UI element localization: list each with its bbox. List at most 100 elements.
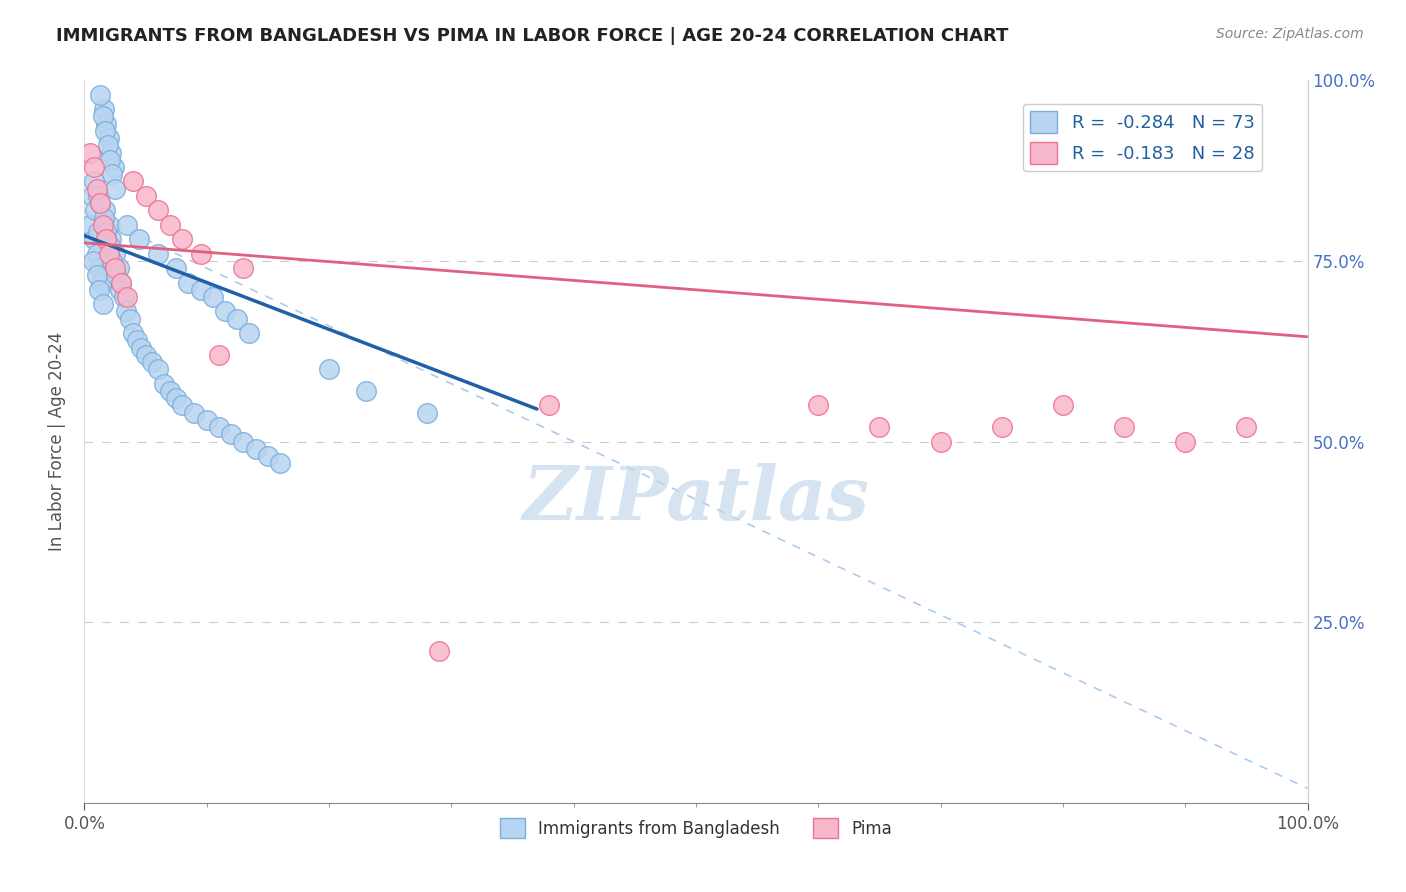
Point	[125, 334, 148, 348]
Point	[165, 391, 187, 405]
Point	[103, 160, 125, 174]
Point	[98, 153, 121, 167]
Point	[100, 145, 122, 160]
Point	[232, 261, 254, 276]
Point	[79, 218, 101, 232]
Point	[201, 290, 224, 304]
Point	[93, 211, 115, 225]
Point	[97, 218, 120, 232]
Point	[159, 384, 181, 398]
Point	[115, 304, 138, 318]
Point	[87, 225, 110, 239]
Point	[135, 348, 157, 362]
Point	[83, 174, 105, 188]
Point	[112, 290, 135, 304]
Point	[96, 117, 118, 131]
Point	[146, 203, 169, 218]
Point	[318, 362, 340, 376]
Point	[100, 232, 122, 246]
Y-axis label: In Labor Force | Age 20-24: In Labor Force | Age 20-24	[48, 332, 66, 551]
Point	[238, 326, 260, 340]
Point	[165, 261, 187, 276]
Point	[538, 398, 561, 412]
Point	[991, 420, 1014, 434]
Point	[146, 362, 169, 376]
Point	[129, 341, 152, 355]
Point	[84, 203, 107, 218]
Point	[94, 203, 117, 218]
Point	[1052, 398, 1074, 412]
Point	[183, 406, 205, 420]
Point	[107, 261, 129, 276]
Point	[115, 290, 138, 304]
Point	[245, 442, 267, 456]
Point	[87, 283, 110, 297]
Point	[141, 355, 163, 369]
Point	[128, 232, 150, 246]
Point	[1114, 420, 1136, 434]
Point	[83, 160, 105, 174]
Point	[91, 297, 114, 311]
Point	[80, 189, 103, 203]
Point	[101, 253, 124, 268]
Point	[208, 420, 231, 434]
Point	[110, 276, 132, 290]
Point	[86, 246, 108, 260]
Point	[118, 311, 141, 326]
Point	[807, 398, 830, 412]
Point	[190, 246, 212, 260]
Point	[97, 246, 120, 260]
Point	[1174, 434, 1197, 449]
Point	[86, 182, 108, 196]
Point	[1236, 420, 1258, 434]
Point	[135, 189, 157, 203]
Point	[89, 196, 111, 211]
Point	[104, 246, 127, 260]
Point	[172, 232, 194, 246]
Point	[208, 348, 231, 362]
Point	[269, 456, 291, 470]
Text: IMMIGRANTS FROM BANGLADESH VS PIMA IN LABOR FORCE | AGE 20-24 CORRELATION CHART: IMMIGRANTS FROM BANGLADESH VS PIMA IN LA…	[56, 27, 1008, 45]
Point	[82, 253, 104, 268]
Point	[79, 145, 101, 160]
Text: Source: ZipAtlas.com: Source: ZipAtlas.com	[1216, 27, 1364, 41]
Point	[83, 232, 105, 246]
Point	[146, 246, 169, 260]
Point	[929, 434, 952, 449]
Point	[89, 87, 111, 102]
Point	[159, 218, 181, 232]
Point	[219, 427, 242, 442]
Point	[86, 268, 108, 283]
Text: ZIPatlas: ZIPatlas	[523, 463, 869, 535]
Point	[97, 131, 120, 145]
Point	[110, 276, 132, 290]
Point	[87, 189, 110, 203]
Point	[108, 283, 131, 297]
Point	[90, 276, 112, 290]
Point	[98, 239, 121, 253]
Point	[87, 261, 110, 276]
Point	[96, 225, 118, 239]
Point	[354, 384, 377, 398]
Point	[93, 102, 115, 116]
Point	[172, 398, 194, 412]
Legend: Immigrants from Bangladesh, Pima: Immigrants from Bangladesh, Pima	[494, 812, 898, 845]
Point	[869, 420, 891, 434]
Point	[232, 434, 254, 449]
Point	[91, 218, 114, 232]
Point	[190, 283, 212, 297]
Point	[122, 174, 145, 188]
Point	[89, 196, 111, 211]
Point	[214, 304, 236, 318]
Point	[97, 138, 120, 153]
Point	[257, 449, 280, 463]
Point	[226, 311, 249, 326]
Point	[427, 644, 450, 658]
Point	[195, 413, 218, 427]
Point	[122, 326, 145, 340]
Point	[115, 218, 138, 232]
Point	[96, 232, 118, 246]
Point	[94, 124, 117, 138]
Point	[104, 182, 127, 196]
Point	[416, 406, 439, 420]
